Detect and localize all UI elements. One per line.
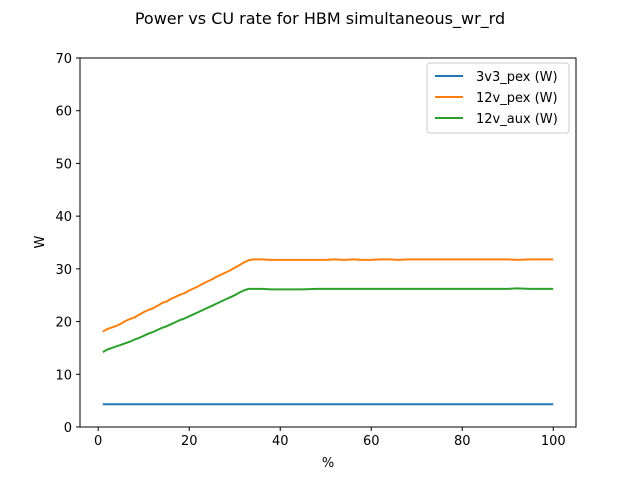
plot-area [79, 57, 577, 428]
x-axis: 0 20 40 60 80 100 [94, 427, 566, 449]
legend-label-3v3-pex: 3v3_pex (W) [476, 70, 558, 85]
y-tick-label: 50 [55, 157, 72, 172]
legend: 3v3_pex (W) 12v_pex (W) 12v_aux (W) [426, 62, 570, 134]
x-axis-label: % [322, 456, 334, 471]
y-tick-label: 40 [55, 210, 72, 225]
x-tick-label: 0 [94, 434, 102, 449]
y-tick-label: 10 [55, 368, 72, 383]
x-tick-label: 40 [272, 434, 289, 449]
y-tick-label: 60 [55, 105, 72, 120]
x-tick-label: 60 [363, 434, 380, 449]
x-tick-label: 80 [454, 434, 471, 449]
series-line-12v-aux [102, 287, 554, 353]
legend-label-12v-aux: 12v_aux (W) [476, 112, 558, 127]
y-axis-label: W [33, 235, 48, 248]
y-axis: 0 10 20 30 40 50 60 70 [55, 52, 80, 436]
x-tick-label: 100 [541, 434, 566, 449]
series-layer [102, 258, 554, 406]
series-line-12v-pex [102, 258, 554, 333]
legend-label-12v-pex: 12v_pex (W) [476, 91, 558, 106]
y-tick-label: 70 [55, 52, 72, 67]
x-tick-label: 20 [181, 434, 198, 449]
chart-title: Power vs CU rate for HBM simultaneous_wr… [135, 9, 505, 29]
y-tick-label: 0 [64, 421, 72, 436]
legend-box [426, 62, 570, 134]
y-tick-label: 20 [55, 316, 72, 331]
y-tick-label: 30 [55, 263, 72, 278]
